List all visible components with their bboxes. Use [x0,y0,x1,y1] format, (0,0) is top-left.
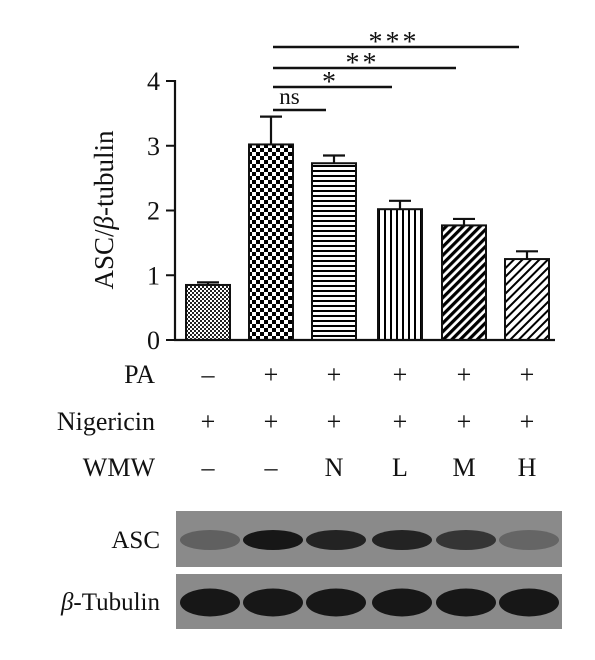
blot-band [243,588,303,617]
blot-band [499,530,559,550]
error-bar [516,250,538,260]
blot-label-tubulin-beta: β [60,589,74,616]
condition-value: + [520,407,535,436]
condition-value: + [201,407,216,436]
y-axis-title-prefix: ASC/ [89,229,119,290]
condition-value: L [392,453,408,482]
condition-table: PA – + + + + + Nigericin + + + + + + WMW – – N L M H [57,360,537,482]
condition-value: + [457,407,472,436]
condition-value: – [264,453,279,482]
condition-value: + [457,360,472,389]
y-tick-label: 3 [147,132,160,161]
error-bar [389,199,411,210]
bar [504,258,550,341]
condition-label: Nigericin [57,407,155,436]
bar [441,224,487,341]
blot-band [436,530,496,550]
blot-band [372,588,432,617]
significance-label: ** [346,48,380,79]
y-tick-label: 4 [147,67,160,96]
blot-band [306,588,366,617]
condition-value: N [325,453,344,482]
condition-value: + [393,360,408,389]
error-bars [197,115,538,285]
blot-label-asc: ASC [111,527,160,554]
condition-value: + [264,360,279,389]
blot-band [499,588,559,617]
blot-band [180,530,240,550]
y-axis-title: ASC/β-tubulin [89,130,119,289]
condition-value: H [518,453,537,482]
bars [185,143,550,341]
blot-strip-asc [176,511,562,567]
significance-bracket: ** [273,48,456,79]
significance-label: ns [279,84,300,109]
error-bar [323,154,345,164]
condition-row: Nigericin + + + + + + [57,407,535,436]
bar [185,283,231,341]
y-axis-title-suffix: -tubulin [89,130,119,216]
condition-value: + [520,360,535,389]
y-tick-label: 0 [147,326,160,355]
svg-text:ASC/β-tubulin: ASC/β-tubulin [89,130,119,289]
significance-bracket: *** [273,27,519,58]
axes [173,80,555,342]
condition-value: M [452,453,475,482]
y-axis-title-beta: β [89,215,119,230]
blot-band [436,588,496,617]
significance-bracket: ns [273,84,326,112]
blot-background [176,574,562,629]
condition-value: + [327,360,342,389]
blot-label-tubulin: β-Tubulin [60,589,161,616]
blot-band [180,588,240,617]
error-bar [197,281,219,285]
bar [248,143,294,341]
error-bar [453,217,475,226]
condition-row: WMW – – N L M H [83,453,537,482]
condition-row: PA – + + + + + [124,360,534,389]
condition-label: PA [124,360,155,389]
blot-background [176,511,562,567]
blot-strip-tubulin [176,574,562,629]
condition-value: + [393,407,408,436]
significance-bracket: * [273,67,392,98]
condition-value: + [264,407,279,436]
blot-band [306,530,366,550]
condition-value: – [201,360,216,389]
y-tick-label: 1 [147,261,160,290]
significance-brackets: ns ****** [273,27,519,112]
significance-label: * [322,67,339,98]
significance-label: *** [369,27,420,58]
blot-band [372,530,432,550]
blot-band [243,530,303,550]
blot-label-tubulin-suffix: -Tubulin [73,589,160,616]
bar [311,162,357,341]
western-blot-panel: ASC β-Tubulin [60,511,562,629]
condition-label: WMW [83,453,156,482]
y-tick-label: 2 [147,197,160,226]
y-ticks: 0 1 2 3 4 [147,67,175,355]
condition-value: – [201,453,216,482]
condition-value: + [327,407,342,436]
error-bar [260,115,282,145]
bar [377,208,423,341]
